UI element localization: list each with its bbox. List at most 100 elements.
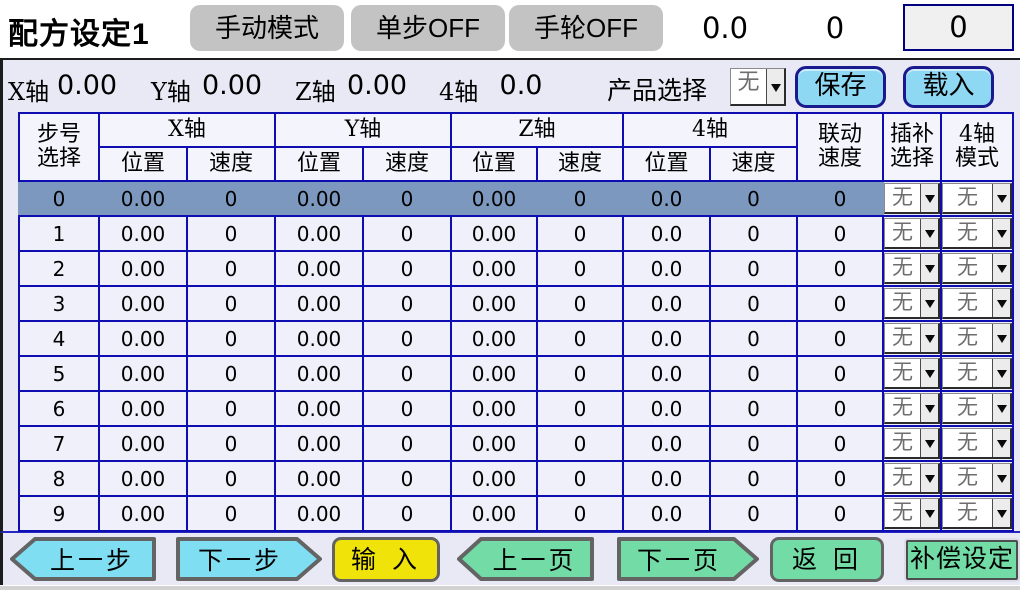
interp-select-dropdown[interactable]: 无: [885, 183, 939, 214]
table-row[interactable]: 8 0.00 0 0.00 0 0.00 0 0.0 0 0 无 无: [18, 460, 1014, 497]
load-button[interactable]: 载入: [903, 66, 994, 108]
y-spd-cell[interactable]: 0: [362, 495, 452, 532]
dropdown-arrow-icon[interactable]: [992, 394, 1010, 422]
dropdown-arrow-icon[interactable]: [920, 324, 938, 352]
dropdown-arrow-icon[interactable]: [920, 219, 938, 247]
y-pos-cell[interactable]: 0.00: [274, 425, 364, 462]
interp-select-dropdown[interactable]: 无: [885, 393, 939, 424]
step-number-cell[interactable]: 7: [18, 425, 100, 462]
dropdown-arrow-icon[interactable]: [992, 254, 1010, 282]
x-pos-cell[interactable]: 0.00: [98, 460, 188, 497]
step-number-cell[interactable]: 8: [18, 460, 100, 497]
a4-spd-cell[interactable]: 0: [709, 215, 798, 252]
x-pos-cell[interactable]: 0.00: [98, 320, 188, 357]
y-pos-cell[interactable]: 0.00: [274, 180, 364, 217]
y-spd-cell[interactable]: 0: [362, 250, 452, 287]
interp-select-dropdown[interactable]: 无: [885, 253, 939, 284]
step-number-cell[interactable]: 3: [18, 285, 100, 322]
a4-pos-cell[interactable]: 0.0: [622, 285, 711, 322]
z-pos-cell[interactable]: 0.00: [450, 460, 538, 497]
z-spd-cell[interactable]: 0: [536, 425, 624, 462]
x-pos-cell[interactable]: 0.00: [98, 355, 188, 392]
x-spd-cell[interactable]: 0: [186, 495, 276, 532]
a4-spd-cell[interactable]: 0: [709, 495, 798, 532]
x-spd-cell[interactable]: 0: [186, 460, 276, 497]
y-spd-cell[interactable]: 0: [362, 180, 452, 217]
y-spd-cell[interactable]: 0: [362, 285, 452, 322]
y-spd-cell[interactable]: 0: [362, 355, 452, 392]
dropdown-arrow-icon[interactable]: [920, 499, 938, 527]
step-number-cell[interactable]: 6: [18, 390, 100, 427]
y-spd-cell[interactable]: 0: [362, 215, 452, 252]
manual-mode-button[interactable]: 手动模式: [190, 5, 344, 51]
prev-page-button[interactable]: 上一页: [455, 535, 596, 583]
dropdown-arrow-icon[interactable]: [920, 184, 938, 212]
x-pos-cell[interactable]: 0.00: [98, 215, 188, 252]
link-speed-cell[interactable]: 0: [796, 460, 884, 497]
table-row[interactable]: 7 0.00 0 0.00 0 0.00 0 0.0 0 0 无 无: [18, 425, 1014, 462]
y-pos-cell[interactable]: 0.00: [274, 250, 364, 287]
axis4-mode-dropdown[interactable]: 无: [943, 428, 1011, 459]
a4-spd-cell[interactable]: 0: [709, 180, 798, 217]
a4-pos-cell[interactable]: 0.0: [622, 355, 711, 392]
x-spd-cell[interactable]: 0: [186, 250, 276, 287]
link-speed-cell[interactable]: 0: [796, 285, 884, 322]
a4-pos-cell[interactable]: 0.0: [622, 425, 711, 462]
a4-spd-cell[interactable]: 0: [709, 285, 798, 322]
x-spd-cell[interactable]: 0: [186, 215, 276, 252]
prev-step-button[interactable]: 上一步: [8, 535, 158, 583]
a4-spd-cell[interactable]: 0: [709, 425, 798, 462]
table-row[interactable]: 9 0.00 0 0.00 0 0.00 0 0.0 0 0 无 无: [18, 495, 1014, 532]
step-number-cell[interactable]: 0: [18, 180, 100, 217]
link-speed-cell[interactable]: 0: [796, 425, 884, 462]
input-button[interactable]: 输 入: [332, 537, 440, 582]
a4-pos-cell[interactable]: 0.0: [622, 460, 711, 497]
z-spd-cell[interactable]: 0: [536, 320, 624, 357]
a4-spd-cell[interactable]: 0: [709, 250, 798, 287]
z-pos-cell[interactable]: 0.00: [450, 390, 538, 427]
y-spd-cell[interactable]: 0: [362, 320, 452, 357]
axis4-mode-dropdown[interactable]: 无: [943, 498, 1011, 529]
dropdown-arrow-icon[interactable]: [920, 429, 938, 457]
dropdown-arrow-icon[interactable]: [992, 499, 1010, 527]
table-row[interactable]: 0 0.00 0 0.00 0 0.00 0 0.0 0 0 无 无: [18, 180, 1014, 217]
a4-spd-cell[interactable]: 0: [709, 390, 798, 427]
z-spd-cell[interactable]: 0: [536, 215, 624, 252]
z-pos-cell[interactable]: 0.00: [450, 215, 538, 252]
y-spd-cell[interactable]: 0: [362, 425, 452, 462]
single-step-button[interactable]: 单步OFF: [351, 5, 505, 51]
table-row[interactable]: 6 0.00 0 0.00 0 0.00 0 0.0 0 0 无 无: [18, 390, 1014, 427]
x-spd-cell[interactable]: 0: [186, 180, 276, 217]
z-pos-cell[interactable]: 0.00: [450, 250, 538, 287]
z-pos-cell[interactable]: 0.00: [450, 355, 538, 392]
interp-select-dropdown[interactable]: 无: [885, 323, 939, 354]
x-pos-cell[interactable]: 0.00: [98, 285, 188, 322]
compensation-setting-button[interactable]: 补偿设定: [906, 540, 1018, 580]
y-spd-cell[interactable]: 0: [362, 460, 452, 497]
link-speed-cell[interactable]: 0: [796, 320, 884, 357]
dropdown-arrow-icon[interactable]: [920, 289, 938, 317]
z-spd-cell[interactable]: 0: [536, 460, 624, 497]
link-speed-cell[interactable]: 0: [796, 355, 884, 392]
interp-select-dropdown[interactable]: 无: [885, 428, 939, 459]
product-select-dropdown[interactable]: 无: [730, 68, 786, 106]
x-spd-cell[interactable]: 0: [186, 320, 276, 357]
axis4-mode-dropdown[interactable]: 无: [943, 183, 1011, 214]
z-spd-cell[interactable]: 0: [536, 180, 624, 217]
link-speed-cell[interactable]: 0: [796, 215, 884, 252]
dropdown-arrow-icon[interactable]: [920, 394, 938, 422]
save-button[interactable]: 保存: [795, 66, 886, 108]
link-speed-cell[interactable]: 0: [796, 250, 884, 287]
y-pos-cell[interactable]: 0.00: [274, 355, 364, 392]
y-pos-cell[interactable]: 0.00: [274, 320, 364, 357]
dropdown-arrow-icon[interactable]: [992, 219, 1010, 247]
x-pos-cell[interactable]: 0.00: [98, 180, 188, 217]
step-number-cell[interactable]: 9: [18, 495, 100, 532]
z-pos-cell[interactable]: 0.00: [450, 425, 538, 462]
table-row[interactable]: 3 0.00 0 0.00 0 0.00 0 0.0 0 0 无 无: [18, 285, 1014, 322]
step-number-cell[interactable]: 1: [18, 215, 100, 252]
a4-pos-cell[interactable]: 0.0: [622, 180, 711, 217]
a4-pos-cell[interactable]: 0.0: [622, 320, 711, 357]
z-spd-cell[interactable]: 0: [536, 495, 624, 532]
axis4-mode-dropdown[interactable]: 无: [943, 218, 1011, 249]
